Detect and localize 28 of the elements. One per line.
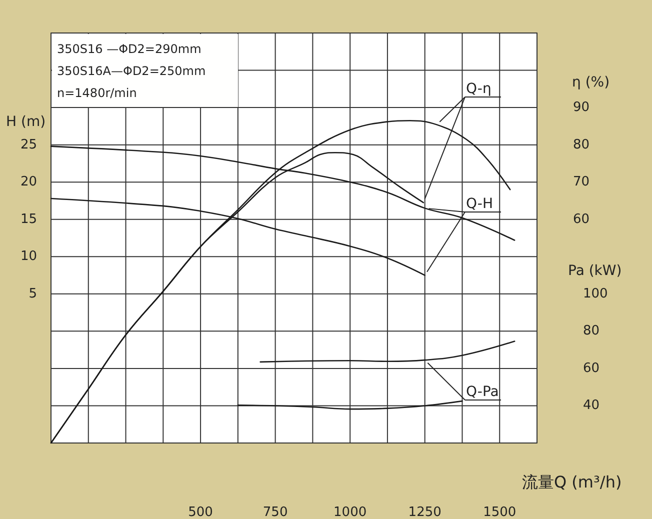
y3-tick-label: 40 [583, 398, 600, 414]
annotation: 350S16A—ΦD2=250mm [57, 64, 206, 78]
annotation: Q-Pa [466, 384, 499, 400]
y3-tick-label: 80 [583, 324, 600, 339]
x-tick-label: 500 [188, 505, 213, 519]
y3-axis-title: Pa (kW) [568, 262, 622, 279]
y3-tick-label: 60 [583, 360, 600, 376]
x-tick-label: 1500 [483, 505, 516, 519]
x-tick-label: 1000 [334, 505, 367, 519]
x-tick-label: 750 [262, 505, 288, 519]
annotation: Q-η [466, 81, 492, 97]
annotation: 350S16 —ΦD2=290mm [57, 42, 202, 56]
y-tick-label: 25 [20, 137, 37, 152]
annotation: Q-H [466, 196, 493, 212]
x-axis-title: 流量Q (m³/h) [522, 472, 622, 492]
x-tick-label: 1250 [408, 505, 442, 519]
y-axis-title: H (m) [6, 114, 46, 130]
annotation: n=1480r/min [57, 86, 137, 100]
y2-tick-label: 70 [573, 174, 590, 190]
y-tick-label: 15 [20, 212, 37, 227]
y3-tick-label: 100 [583, 286, 608, 302]
y-tick-label: 5 [28, 286, 37, 302]
y-tick-label: 20 [20, 174, 37, 190]
y2-tick-label: 80 [573, 137, 590, 152]
y-tick-label: 10 [20, 249, 37, 264]
y2-tick-label: 60 [573, 212, 590, 227]
y2-tick-label: 90 [573, 100, 590, 116]
y2-axis-title: η (%) [572, 74, 610, 91]
